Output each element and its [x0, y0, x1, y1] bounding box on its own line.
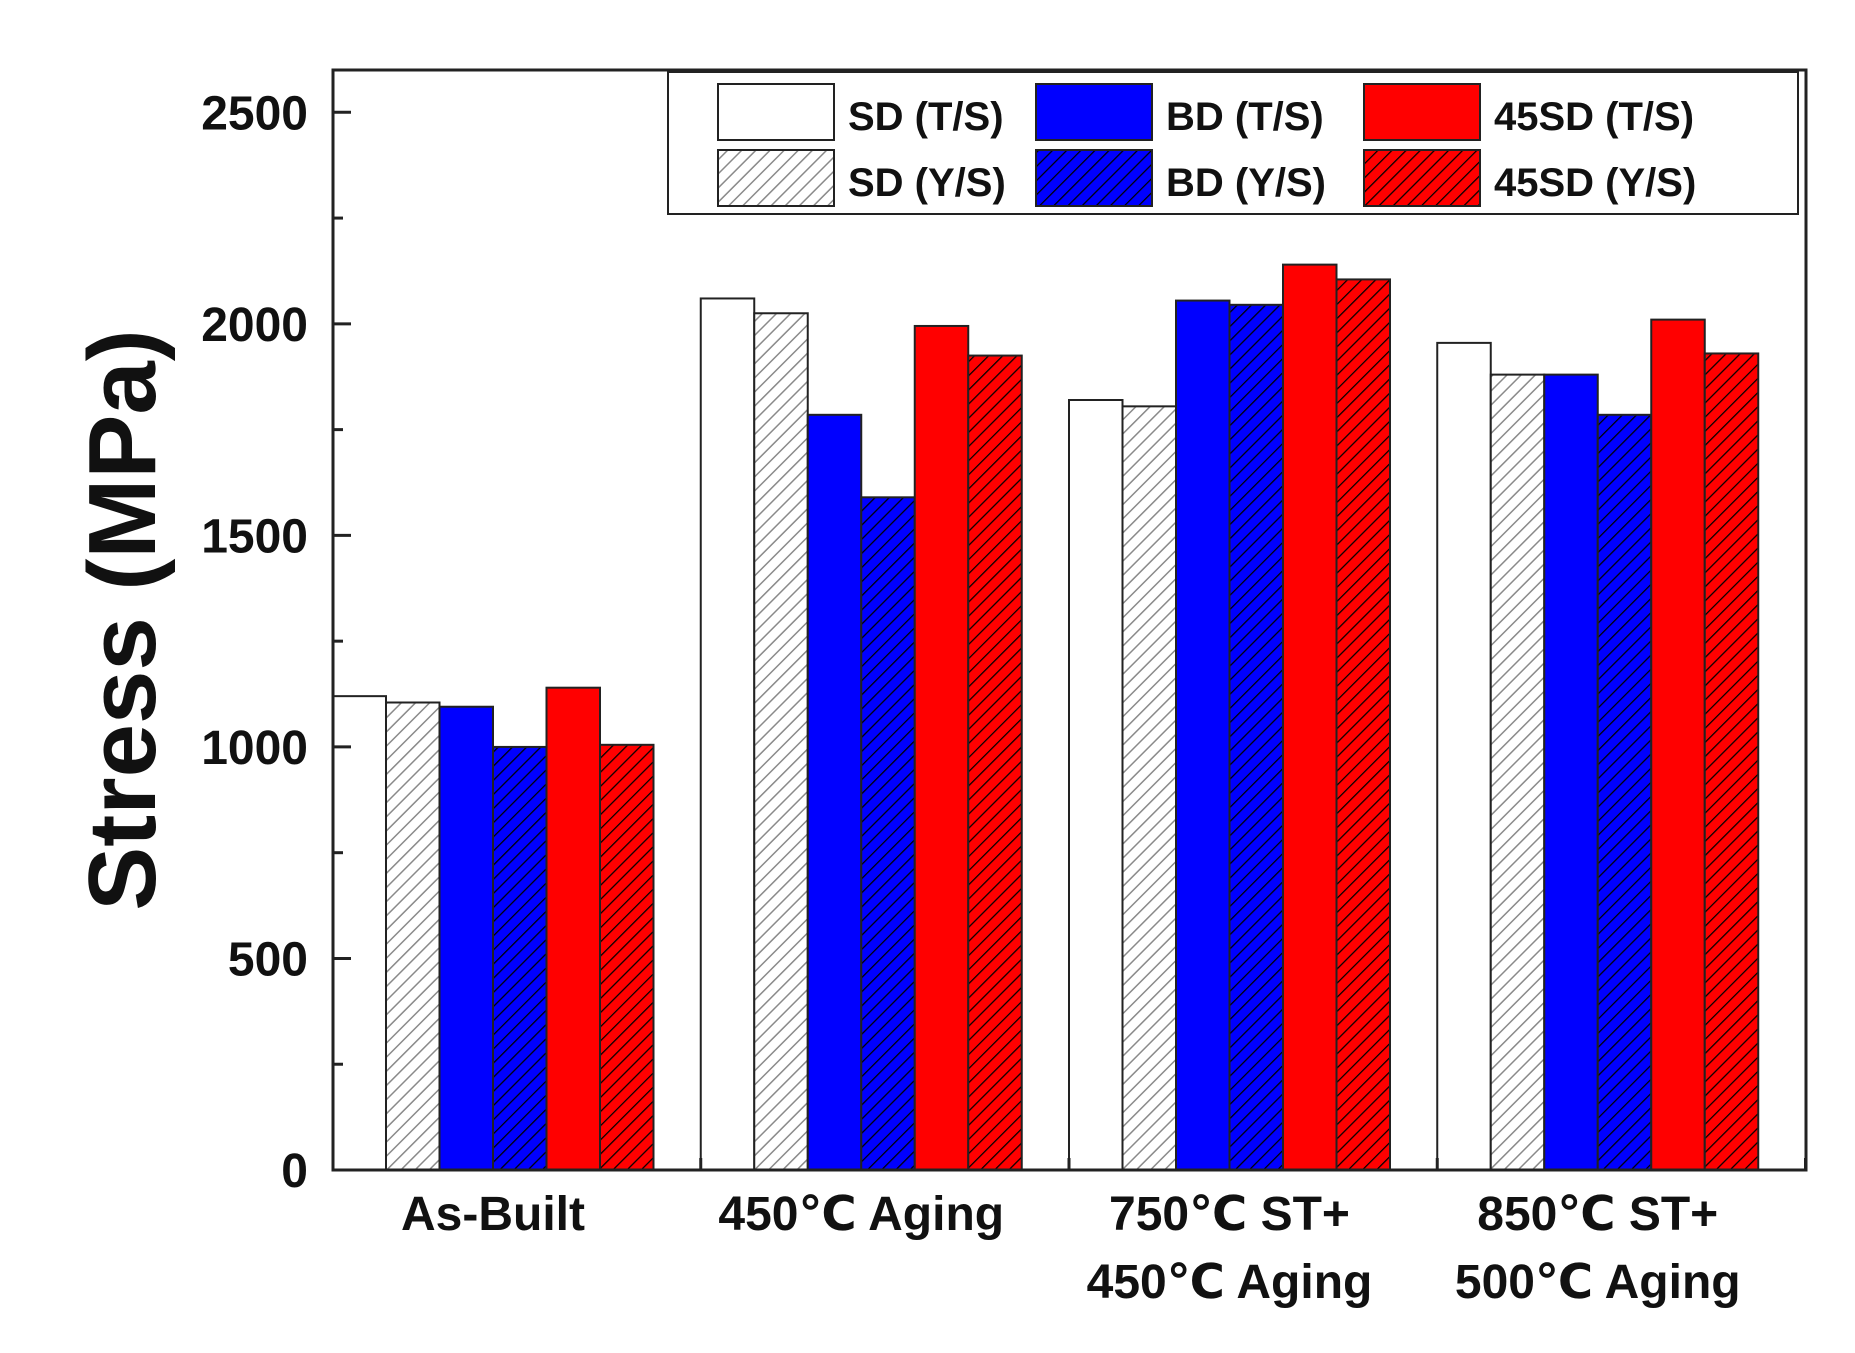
bar-bd-y-s-cat4: [1596, 413, 1653, 1171]
y-axis-label: Stress (MPa): [69, 329, 176, 911]
legend-label-45sd-t-s: 45SD (T/S): [1494, 95, 1694, 139]
y-tick-label: 1500: [201, 510, 308, 563]
bar-45sd-t-s-cat4: [1650, 318, 1706, 1172]
legend-label-45sd-y-s: 45SD (Y/S): [1494, 161, 1696, 205]
bar-sd-t-s-cat3: [1068, 399, 1124, 1171]
x-tick-label: As-Built: [401, 1188, 585, 1241]
bar-bd-y-s-cat2: [860, 496, 916, 1171]
bar-sd-t-s-cat1: [331, 695, 387, 1172]
bar-sd-y-s-cat3: [1121, 405, 1177, 1172]
legend: SD (T/S) BD (T/S) 45SD (T/S) SD (Y/S) BD (Y/…: [667, 71, 1799, 215]
bar-bd-t-s-cat2: [806, 413, 863, 1171]
legend-box: [667, 71, 1799, 215]
x-axis: As-Built 450℃ Aging 750℃ ST+ 450℃ Aging 850℃…: [401, 1158, 1807, 1309]
bar-45sd-y-s-cat3: [1335, 278, 1391, 1171]
legend-label-sd-y-s: SD (Y/S): [848, 161, 1006, 205]
bar-bd-y-s-cat3: [1228, 303, 1284, 1171]
y-tick-label: 2500: [201, 87, 308, 140]
bar-45sd-y-s-cat4: [1703, 352, 1760, 1171]
bar-bd-t-s-cat1: [438, 705, 494, 1171]
bar-bd-y-s-cat1: [492, 745, 548, 1172]
y-tick-label: 500: [228, 933, 308, 986]
x-tick-label: 450℃ Aging: [718, 1188, 1004, 1241]
bar-45sd-y-s-cat1: [599, 743, 655, 1171]
bar-sd-y-s-cat2: [753, 312, 809, 1171]
legend-swatch-sd-y-s: [717, 149, 835, 207]
y-tick-label: 0: [281, 1145, 308, 1198]
legend-label-bd-t-s: BD (T/S): [1166, 95, 1324, 139]
legend-swatch-bd-t-s: [1035, 83, 1153, 141]
bar-sd-y-s-cat4: [1489, 373, 1546, 1172]
bar-45sd-t-s-cat2: [913, 324, 970, 1171]
legend-label-bd-y-s: BD (Y/S): [1166, 161, 1326, 205]
legend-swatch-45sd-y-s: [1363, 149, 1481, 207]
bar-45sd-y-s-cat2: [967, 354, 1023, 1172]
legend-swatch-sd-t-s: [717, 83, 835, 141]
bar-bd-t-s-cat3: [1175, 299, 1231, 1172]
bars-group: [331, 263, 1760, 1172]
legend-label-sd-t-s: SD (T/S): [848, 95, 1004, 139]
y-tick-label: 2000: [201, 299, 308, 352]
x-tick-label: 850℃ ST+ 500℃ Aging: [1455, 1188, 1741, 1309]
x-tick-label: 750℃ ST+ 450℃ Aging: [1087, 1188, 1373, 1309]
bar-sd-t-s-cat4: [1436, 341, 1492, 1171]
y-tick-label: 1000: [201, 722, 308, 775]
bar-bd-t-s-cat4: [1543, 373, 1599, 1172]
legend-swatch-bd-y-s: [1035, 149, 1153, 207]
legend-swatch-45sd-t-s: [1363, 83, 1481, 141]
bar-sd-y-s-cat1: [385, 701, 441, 1171]
y-axis: 0 500 1000 1500 2000 2500: [201, 87, 351, 1198]
bar-sd-t-s-cat2: [699, 297, 756, 1171]
bar-45sd-t-s-cat3: [1282, 263, 1338, 1172]
bar-45sd-t-s-cat1: [545, 686, 601, 1171]
